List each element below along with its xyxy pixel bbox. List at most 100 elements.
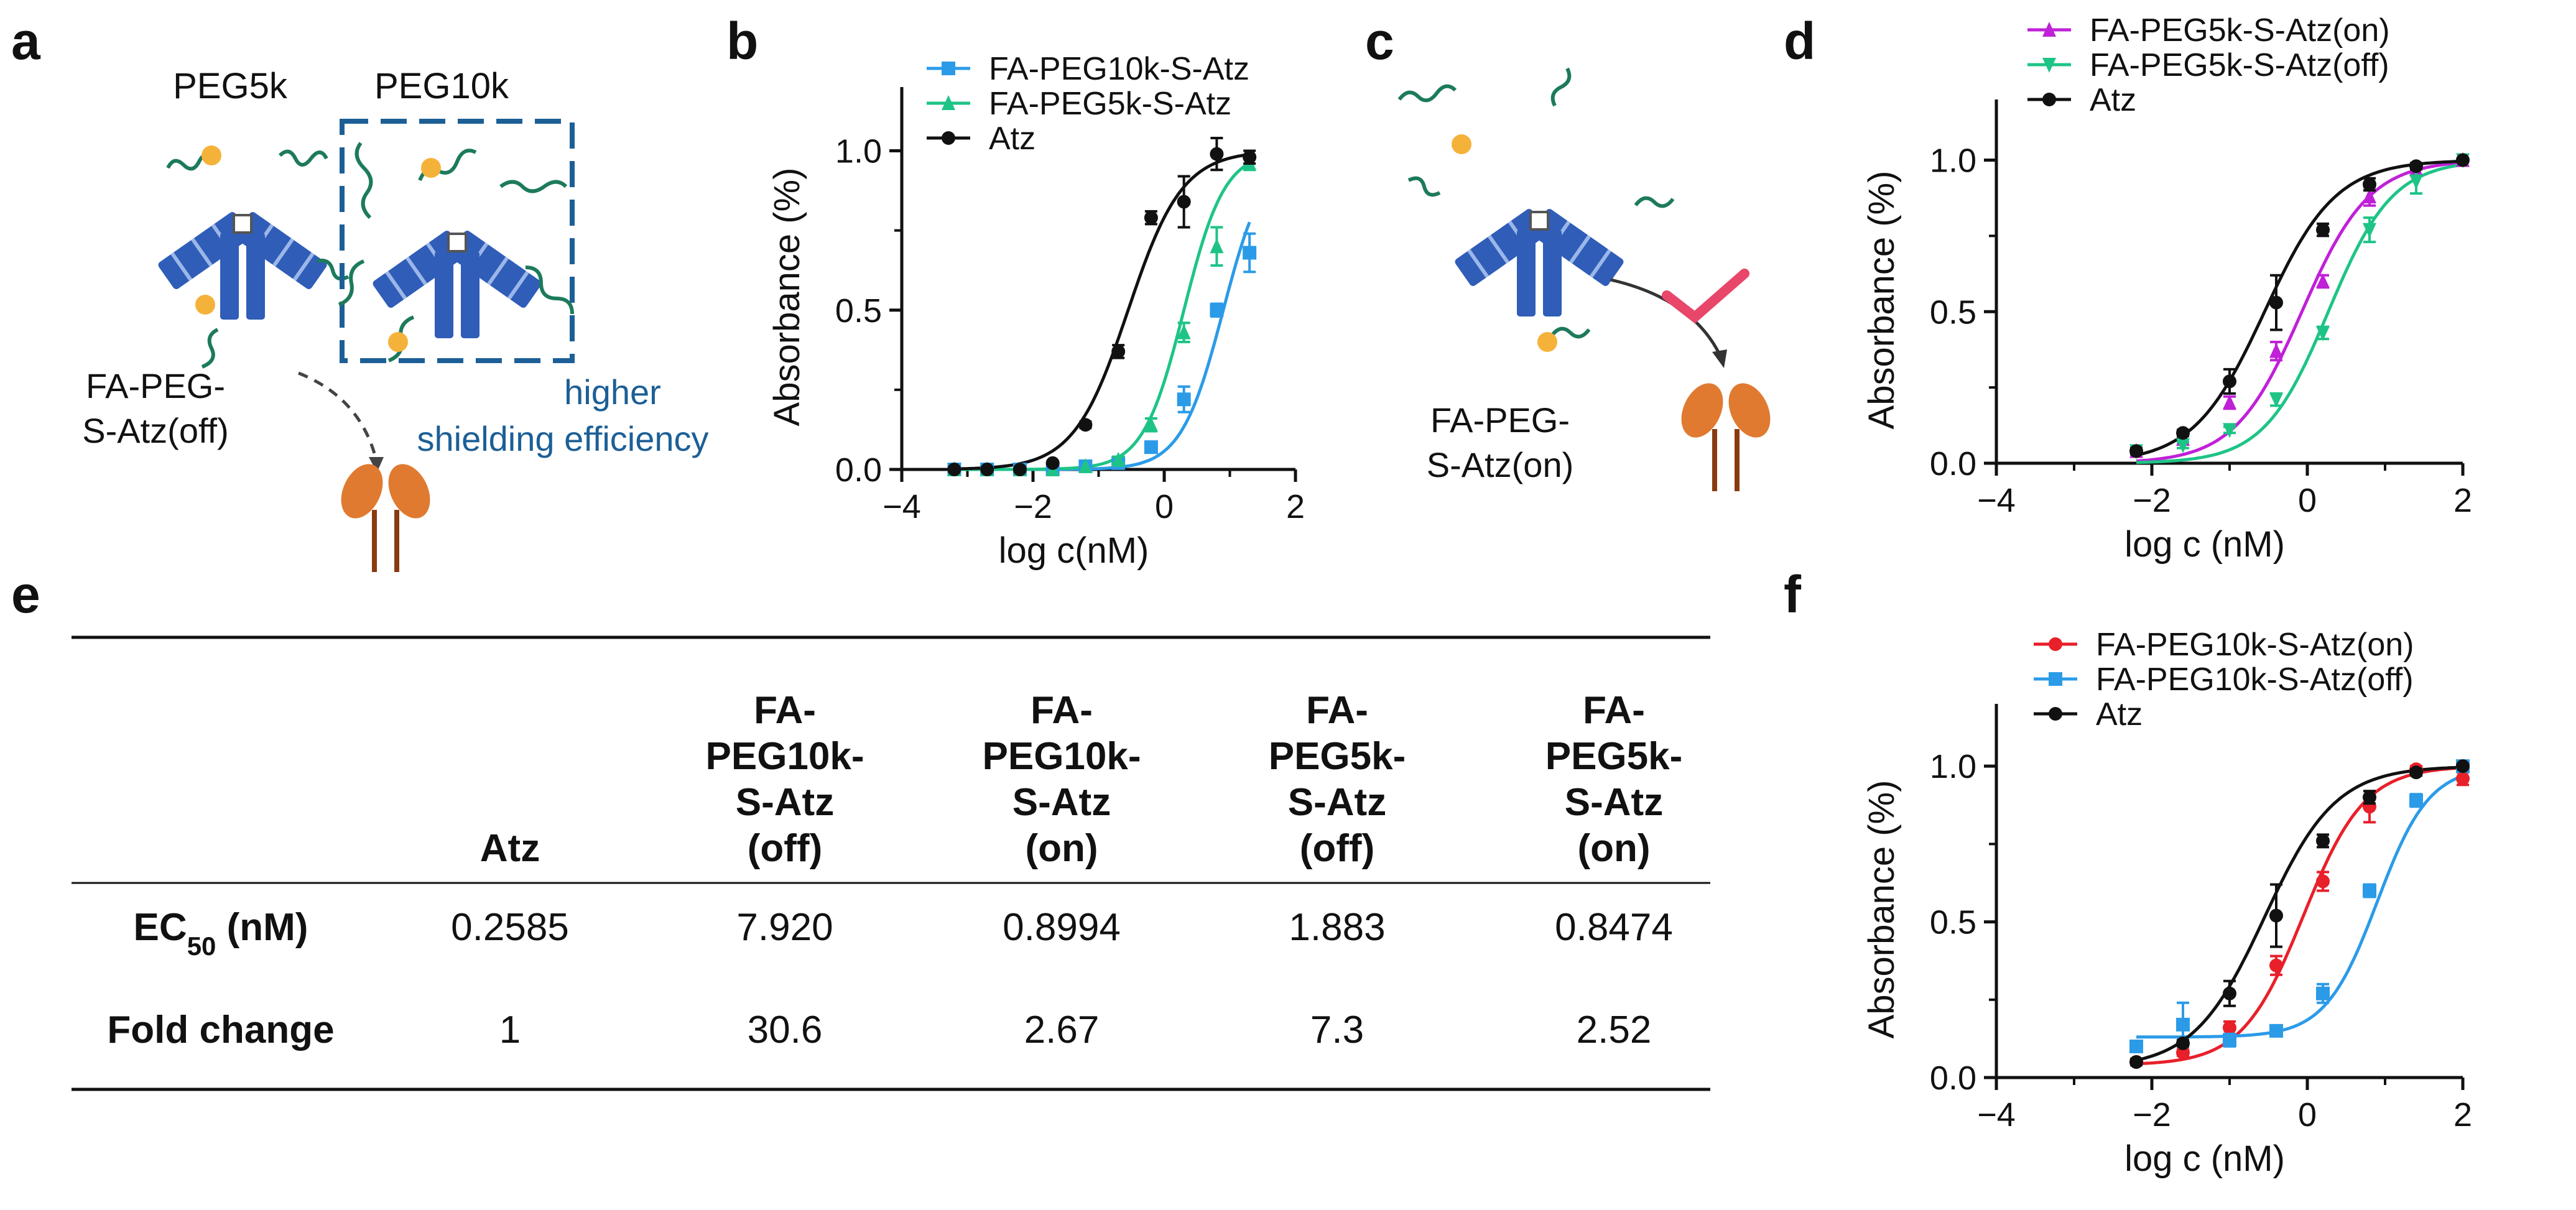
d-fit-curve-fa-peg5k-s-atz-off <box>2136 163 2463 464</box>
free-peg-chain-3 <box>1407 176 1441 197</box>
f-point-atz-3 <box>2269 908 2283 923</box>
table-header-col3-line0: FA- <box>1031 689 1093 732</box>
receptor-icon <box>333 457 438 572</box>
table-header-col4-line0: FA- <box>1306 689 1368 732</box>
panel-label-e: e <box>11 565 40 624</box>
panel-c: c FA-PEG- S-Atz(on) <box>1365 12 1779 491</box>
f-legend-marker-fa-peg10k-s-atz-off <box>2049 672 2062 686</box>
b-point-atz-4 <box>1078 418 1093 432</box>
f-y-axis-label: Absorbance (%) <box>1861 780 1902 1039</box>
table-cell-r1-c4: 2.52 <box>1577 1009 1652 1051</box>
f-point-atz-7 <box>2456 759 2470 774</box>
table-cell-r1-c3: 7.3 <box>1310 1009 1364 1051</box>
b-point-atz-7 <box>1177 195 1191 209</box>
d-legend-marker-fa-peg5k-s-atz-on <box>2042 22 2056 37</box>
panel-e: e AtzFA-PEG10k-S-Atz(off)FA-PEG10k-S-Atz… <box>11 565 1710 1091</box>
b-legend-marker-fa-peg10k-s-atz <box>942 62 955 75</box>
f-point-fa-peg10k-s-atz-off-4 <box>2316 986 2330 1000</box>
d-x-tick-label-2: 0 <box>2298 482 2317 519</box>
d-point-atz-5 <box>2363 177 2376 192</box>
f-legend-label-fa-peg10k-s-atz-off: FA-PEG10k-S-Atz(off) <box>2096 662 2414 698</box>
b-point-atz-1 <box>980 463 994 476</box>
receptor-icon-c <box>1673 376 1779 491</box>
table-cell-r0-c1: 7.920 <box>736 906 833 949</box>
b-point-fa-peg5k-s-atz-7 <box>1177 324 1191 339</box>
b-legend-label-fa-peg5k-s-atz: FA-PEG5k-S-Atz <box>989 86 1231 122</box>
table-header-col4-line3: (off) <box>1300 827 1374 870</box>
b-point-fa-peg10k-s-atz-7 <box>1177 392 1191 407</box>
peg10k-dashed-box <box>340 119 575 363</box>
table-header-col3-line3: (on) <box>1025 827 1098 870</box>
b-x-tick-label-2: 0 <box>1155 488 1174 525</box>
b-y-tick-label-1: 0.5 <box>835 292 882 330</box>
f-y-tick-label-0: 0.0 <box>1930 1060 1976 1097</box>
f-x-axis-label: log c (nM) <box>2124 1138 2285 1179</box>
conjugate-on-label-line2: S-Atz(on) <box>1427 445 1574 484</box>
f-point-atz-6 <box>2409 765 2423 780</box>
b-legend-label-atz: Atz <box>989 121 1035 157</box>
shielding-note-line2: shielding efficiency <box>417 419 708 458</box>
f-legend-label-fa-peg10k-s-atz-on: FA-PEG10k-S-Atz(on) <box>2096 627 2414 663</box>
table-header-col2-line1: PEG10k- <box>705 735 864 778</box>
f-y-tick-label-2: 1.0 <box>1930 748 1976 785</box>
d-fit-curve-atz <box>2136 159 2463 457</box>
f-point-atz-5 <box>2363 790 2376 805</box>
table-header-col2-line0: FA- <box>754 689 816 732</box>
b-point-fa-peg5k-s-atz-5 <box>1111 451 1126 467</box>
folate-dot-2 <box>1537 332 1557 352</box>
conjugate-on-label-line1: FA-PEG- <box>1430 400 1570 440</box>
b-point-atz-6 <box>1144 211 1158 225</box>
panel-a: a PEG5k PEG10k FA-PEG- S-Atz(off) higher <box>11 12 709 572</box>
d-point-fa-peg5k-s-atz-off-1 <box>2176 438 2190 453</box>
table-header-col4-line1: PEG5k- <box>1269 735 1406 778</box>
panel-d: d −4 −2 0 2 0.0 0.5 1.0 log c (nM) Absorbance (%… <box>1784 12 2472 565</box>
f-point-fa-peg10k-s-atz-on-7 <box>2456 772 2470 786</box>
b-x-tick-label-1: −2 <box>1014 488 1052 525</box>
f-point-atz-1 <box>2176 1036 2190 1050</box>
f-point-fa-peg10k-s-atz-off-2 <box>2223 1033 2236 1047</box>
d-point-fa-peg5k-s-atz-off-6 <box>2409 174 2423 190</box>
table-row-label-1: Fold change <box>107 1009 334 1051</box>
d-point-fa-peg5k-s-atz-on-5 <box>2363 188 2376 203</box>
table-cell-r1-c1: 30.6 <box>748 1009 823 1051</box>
b-y-axis-label: Absorbance (%) <box>767 168 807 427</box>
f-point-fa-peg10k-s-atz-off-6 <box>2409 793 2423 808</box>
f-x-tick-label-1: −2 <box>2133 1096 2171 1134</box>
free-peg-chain-4 <box>1634 196 1675 208</box>
table-header-col2-line2: S-Atz <box>736 781 834 824</box>
chart-f: −4 −2 0 2 0.0 0.5 1.0 log c (nM) Absorbance (%) F… <box>1861 627 2472 1179</box>
b-legend-marker-fa-peg5k-s-atz <box>942 95 955 110</box>
f-point-atz-4 <box>2316 834 2330 848</box>
free-peg-chain-2 <box>1550 67 1572 107</box>
f-point-fa-peg10k-s-atz-off-5 <box>2363 884 2376 898</box>
b-point-fa-peg5k-s-atz-8 <box>1210 238 1224 254</box>
d-x-tick-label-0: −4 <box>1977 482 2016 519</box>
dashed-arrow-head-icon <box>369 457 384 473</box>
chart-b: −4 −2 0 2 0.0 0.5 1.0 log c(nM) Absorbance (%) FA… <box>767 51 1305 571</box>
table-cell-r1-c0: 1 <box>499 1009 521 1051</box>
b-point-fa-peg10k-s-atz-6 <box>1144 440 1158 455</box>
d-legend-label-atz: Atz <box>2090 82 2136 118</box>
d-legend-marker-fa-peg5k-s-atz-off <box>2042 58 2056 73</box>
b-fit-curve-fa-peg10k-s-atz <box>954 221 1251 471</box>
d-x-tick-label-1: −2 <box>2133 482 2171 519</box>
d-y-axis-label: Absorbance (%) <box>1861 171 1902 430</box>
b-legend-label-fa-peg10k-s-atz: FA-PEG10k-S-Atz <box>989 51 1249 87</box>
b-fit-curve-atz <box>954 152 1250 471</box>
table-cell-r0-c4: 0.8474 <box>1555 906 1673 949</box>
f-point-fa-peg10k-s-atz-on-4 <box>2316 874 2330 889</box>
d-point-fa-peg5k-s-atz-off-5 <box>2363 223 2376 238</box>
f-legend-label-atz: Atz <box>2096 696 2143 732</box>
d-fit-curve-fa-peg5k-s-atz-on <box>2136 161 2463 463</box>
d-point-fa-peg5k-s-atz-off-2 <box>2223 423 2236 438</box>
table-header-col5-line0: FA- <box>1583 689 1645 732</box>
ec50-table: AtzFA-PEG10k-S-Atz(off)FA-PEG10k-S-Atz(o… <box>72 635 1710 1091</box>
d-legend-marker-atz <box>2042 93 2056 106</box>
check-icon <box>1662 269 1749 324</box>
panel-f: f −4 −2 0 2 0.0 0.5 1.0 log c (nM) Absorbance (%… <box>1784 565 2472 1179</box>
table-cell-r0-c3: 1.883 <box>1289 906 1385 949</box>
b-x-axis-label: log c(nM) <box>999 530 1149 571</box>
f-y-tick-label-1: 0.5 <box>1930 904 1976 941</box>
d-point-atz-0 <box>2129 444 2143 458</box>
table-header-col5-line2: S-Atz <box>1565 781 1663 824</box>
